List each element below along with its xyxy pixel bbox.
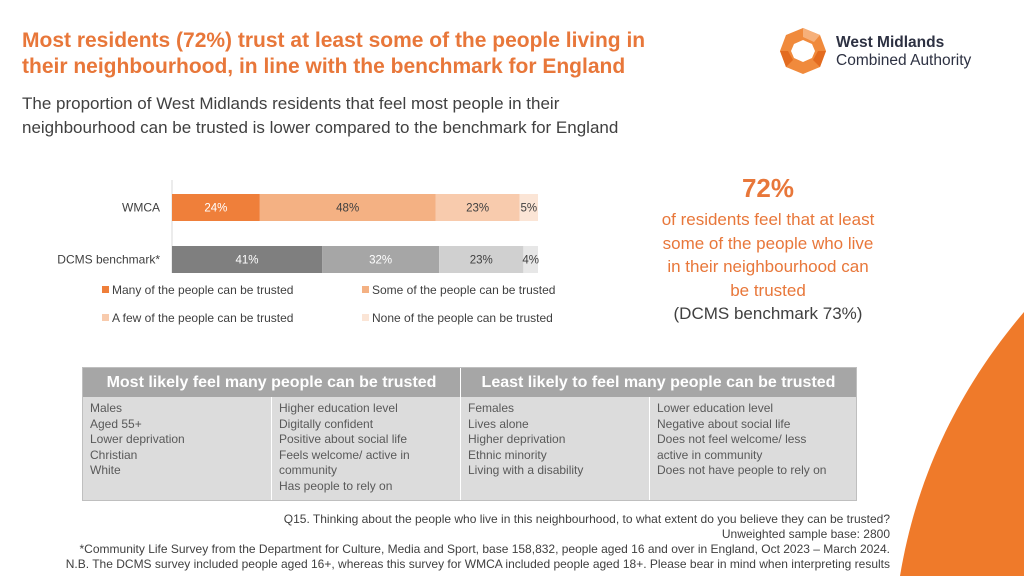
table-cell: White	[90, 463, 121, 477]
legend-swatch	[102, 286, 109, 293]
bar-segment	[259, 194, 436, 221]
bar-segment	[172, 246, 323, 273]
highlight-value: 72%	[741, 173, 795, 203]
table-column: Females Lives alone Higher deprivation E…	[461, 397, 650, 500]
legend-label: Some of the people can be trusted	[372, 283, 555, 297]
category-label: DCMS benchmark*	[57, 253, 160, 267]
table-cell: community	[279, 463, 338, 477]
page-subtitle: The proportion of West Midlands resident…	[22, 92, 742, 140]
footer-question: Q15. Thinking about the people who live …	[283, 512, 890, 526]
legend-swatch	[102, 314, 109, 321]
bar-segment	[519, 194, 538, 221]
table-header-least-likely: Least likely to feel many people can be …	[481, 374, 836, 391]
bar-segment	[172, 194, 260, 221]
data-label: 48%	[336, 203, 359, 215]
table-cell: Lower education level	[657, 401, 774, 415]
table-column: Higher education level Digitally confide…	[272, 397, 461, 500]
footer-source: *Community Life Survey from the Departme…	[79, 542, 890, 556]
data-label: 4%	[522, 255, 539, 267]
table-cell: Females	[468, 401, 515, 415]
legend-label: Many of the people can be trusted	[112, 283, 293, 297]
bar-segment	[435, 194, 520, 221]
table-header-most-likely: Most likely feel many people can be trus…	[106, 374, 437, 391]
table-cell: Has people to rely on	[279, 478, 393, 493]
highlight-line: in their neighbourhood can	[667, 257, 869, 276]
table-column: Males Aged 55+ Lower deprivation Christi…	[83, 397, 272, 500]
table-cell: Does not feel welcome/ less	[657, 432, 807, 446]
highlight-benchmark: (DCMS benchmark 73%)	[673, 304, 863, 323]
table-cell: Higher deprivation	[468, 432, 566, 446]
table-cell: Negative about social life	[657, 416, 791, 431]
data-label: 41%	[236, 255, 259, 267]
table-cell: Lives alone	[468, 416, 529, 431]
wmca-logo: West Midlands Combined Authority	[778, 26, 1008, 78]
category-label: WMCA	[122, 201, 160, 215]
data-label: 5%	[521, 203, 538, 215]
table-cell: active in community	[657, 447, 763, 462]
table-cell: Ethnic minority	[468, 447, 547, 462]
legend-swatch	[362, 286, 369, 293]
data-label: 23%	[470, 255, 493, 267]
subtitle-line-1: The proportion of West Midlands resident…	[22, 94, 560, 113]
bar-segment	[322, 246, 440, 273]
bar-segment	[523, 246, 538, 273]
highlight-line: be trusted	[730, 280, 806, 300]
data-label: 32%	[369, 255, 392, 267]
table-cell: Higher education level	[279, 401, 398, 415]
table-cell: Aged 55+	[90, 416, 142, 431]
table-cell: Feels welcome/ active in	[279, 447, 410, 462]
footer-sample: Unweighted sample base: 2800	[721, 527, 890, 541]
data-label: 23%	[466, 203, 489, 215]
logo-line-2: Combined Authority	[836, 52, 972, 69]
subtitle-line-2: neighbourhood can be trusted is lower co…	[22, 118, 619, 137]
wmca-logo-icon	[780, 28, 826, 74]
table-cell: Digitally confident	[279, 416, 374, 431]
highlight-line: of residents feel that at least	[661, 210, 875, 229]
table-cell: Males	[90, 401, 123, 415]
table-column: Lower education level Negative about soc…	[650, 397, 856, 500]
table-cell: Lower deprivation	[90, 432, 185, 446]
highlight-line: some of the people who live	[662, 233, 874, 253]
table-cell: Does not have people to rely on	[657, 463, 827, 477]
logo-line-1: West Midlands	[836, 34, 945, 51]
legend-label: None of the people can be trusted	[372, 311, 553, 325]
footer-note: N.B. The DCMS survey included people age…	[65, 557, 890, 571]
data-label: 24%	[204, 203, 227, 215]
highlight-stat: 72% of residents feel that at least some…	[640, 172, 896, 325]
legend-swatch	[362, 314, 369, 321]
table-cell: Christian	[90, 447, 138, 462]
table-header: Most likely feel many people can be trus…	[83, 368, 856, 397]
title-line-2: their neighbourhood, in line with the be…	[22, 55, 626, 78]
table-cell: Positive about social life	[279, 432, 408, 446]
page-title: Most residents (72%) trust at least some…	[22, 28, 762, 80]
stacked-bar-chart: WMCA 24% 48% 23% 5% DCMS benchmark* 41% 32% 23% 4…	[57, 180, 555, 325]
highlight-text: of residents feel that at least some of …	[640, 208, 896, 302]
legend-label: A few of the people can be trusted	[112, 311, 293, 325]
table-cell: Living with a disability	[468, 463, 584, 477]
bar-segment	[439, 246, 524, 273]
header-divider	[460, 368, 461, 397]
title-line-1: Most residents (72%) trust at least some…	[22, 29, 646, 52]
likelihood-table: Most likely feel many people can be trus…	[82, 367, 857, 501]
